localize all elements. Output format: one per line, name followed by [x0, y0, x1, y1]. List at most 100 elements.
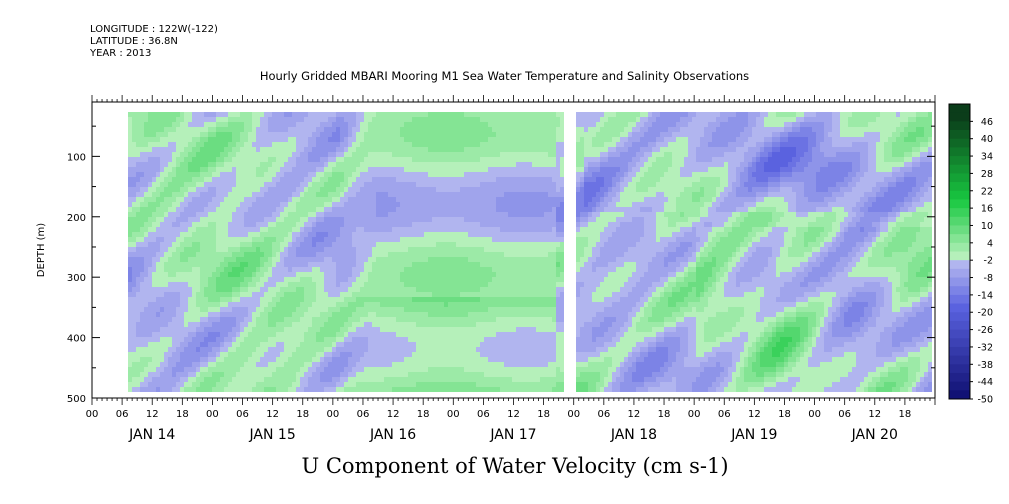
heatmap-cell: [380, 177, 384, 182]
heatmap-cell: [464, 117, 468, 122]
heatmap-cell: [268, 122, 272, 127]
heatmap-cell: [236, 382, 240, 387]
heatmap-cell: [188, 357, 192, 362]
heatmap-cell: [192, 377, 196, 382]
heatmap-cell: [308, 277, 312, 282]
heatmap-cell: [460, 137, 464, 142]
heatmap-cell: [444, 182, 448, 187]
heatmap-cell: [136, 337, 140, 342]
heatmap-cell: [228, 382, 232, 387]
heatmap-cell: [368, 342, 372, 347]
heatmap-cell: [252, 172, 256, 177]
heatmap-cell: [288, 207, 292, 212]
heatmap-cell: [132, 332, 136, 337]
heatmap-cell: [392, 372, 396, 377]
heatmap-cell: [248, 282, 252, 287]
heatmap-cell: [472, 232, 476, 237]
heatmap-cell: [356, 167, 360, 172]
heatmap-cell: [212, 147, 216, 152]
heatmap-cell: [436, 232, 440, 237]
heatmap-cell: [452, 247, 456, 252]
heatmap-cell: [388, 322, 392, 327]
heatmap-cell: [440, 127, 444, 132]
heatmap-cell: [328, 247, 332, 252]
heatmap-cell: [144, 142, 148, 147]
heatmap-cell: [448, 157, 452, 162]
heatmap-cell: [332, 217, 336, 222]
heatmap-cell: [296, 377, 300, 382]
heatmap-cell: [248, 352, 252, 357]
heatmap-cell: [312, 137, 316, 142]
heatmap-cell: [128, 312, 132, 317]
heatmap-cell: [136, 157, 140, 162]
heatmap-cell: [232, 262, 236, 267]
heatmap-cell: [264, 347, 268, 352]
heatmap-cell: [144, 302, 148, 307]
heatmap-cell: [412, 342, 416, 347]
heatmap-cell: [328, 317, 332, 322]
heatmap-cell: [296, 382, 300, 387]
heatmap-cell: [352, 362, 356, 367]
heatmap-cell: [204, 327, 208, 332]
heatmap-cell: [348, 297, 352, 302]
heatmap-cell: [400, 137, 404, 142]
heatmap-cell: [268, 112, 272, 117]
heatmap-cell: [352, 257, 356, 262]
heatmap-cell: [376, 117, 380, 122]
heatmap-cell: [332, 122, 336, 127]
heatmap-cell: [456, 332, 460, 337]
heatmap-cell: [360, 172, 364, 177]
heatmap-cell: [144, 247, 148, 252]
heatmap-cell: [164, 337, 168, 342]
heatmap-cell: [304, 177, 308, 182]
heatmap-cell: [444, 142, 448, 147]
heatmap-cell: [432, 337, 436, 342]
heatmap-cell: [344, 277, 348, 282]
heatmap-cell: [328, 267, 332, 272]
heatmap-cell: [236, 197, 240, 202]
heatmap-cell: [220, 162, 224, 167]
heatmap-cell: [204, 117, 208, 122]
heatmap-cell: [204, 182, 208, 187]
heatmap-cell: [220, 247, 224, 252]
heatmap-cell: [188, 142, 192, 147]
heatmap-cell: [300, 272, 304, 277]
heatmap-cell: [328, 292, 332, 297]
heatmap-cell: [332, 317, 336, 322]
heatmap-cell: [224, 157, 228, 162]
heatmap-cell: [328, 237, 332, 242]
heatmap-cell: [452, 177, 456, 182]
heatmap-cell: [268, 187, 272, 192]
heatmap-cell: [480, 272, 484, 277]
heatmap-cell: [404, 247, 408, 252]
heatmap-cell: [228, 352, 232, 357]
heatmap-cell: [240, 342, 244, 347]
heatmap-cell: [376, 147, 380, 152]
heatmap-cell: [308, 312, 312, 317]
heatmap-cell: [248, 342, 252, 347]
heatmap-cell: [252, 202, 256, 207]
heatmap-cell: [220, 347, 224, 352]
heatmap-cell: [392, 262, 396, 267]
heatmap-cell: [412, 162, 416, 167]
heatmap-cell: [164, 267, 168, 272]
heatmap-cell: [356, 162, 360, 167]
heatmap-cell: [300, 387, 304, 392]
heatmap-cell: [128, 387, 132, 392]
heatmap-cell: [304, 142, 308, 147]
heatmap-cell: [276, 122, 280, 127]
heatmap-cell: [376, 162, 380, 167]
heatmap-cell: [196, 307, 200, 312]
heatmap-cell: [460, 292, 464, 297]
heatmap-cell: [232, 217, 236, 222]
heatmap-cell: [252, 387, 256, 392]
heatmap-cell: [364, 212, 368, 217]
heatmap-cell: [316, 172, 320, 177]
heatmap-cell: [416, 282, 420, 287]
heatmap-cell: [280, 182, 284, 187]
heatmap-cell: [176, 242, 180, 247]
heatmap-cell: [152, 177, 156, 182]
heatmap-cell: [472, 362, 476, 367]
heatmap-cell: [432, 377, 436, 382]
heatmap-cell: [424, 332, 428, 337]
